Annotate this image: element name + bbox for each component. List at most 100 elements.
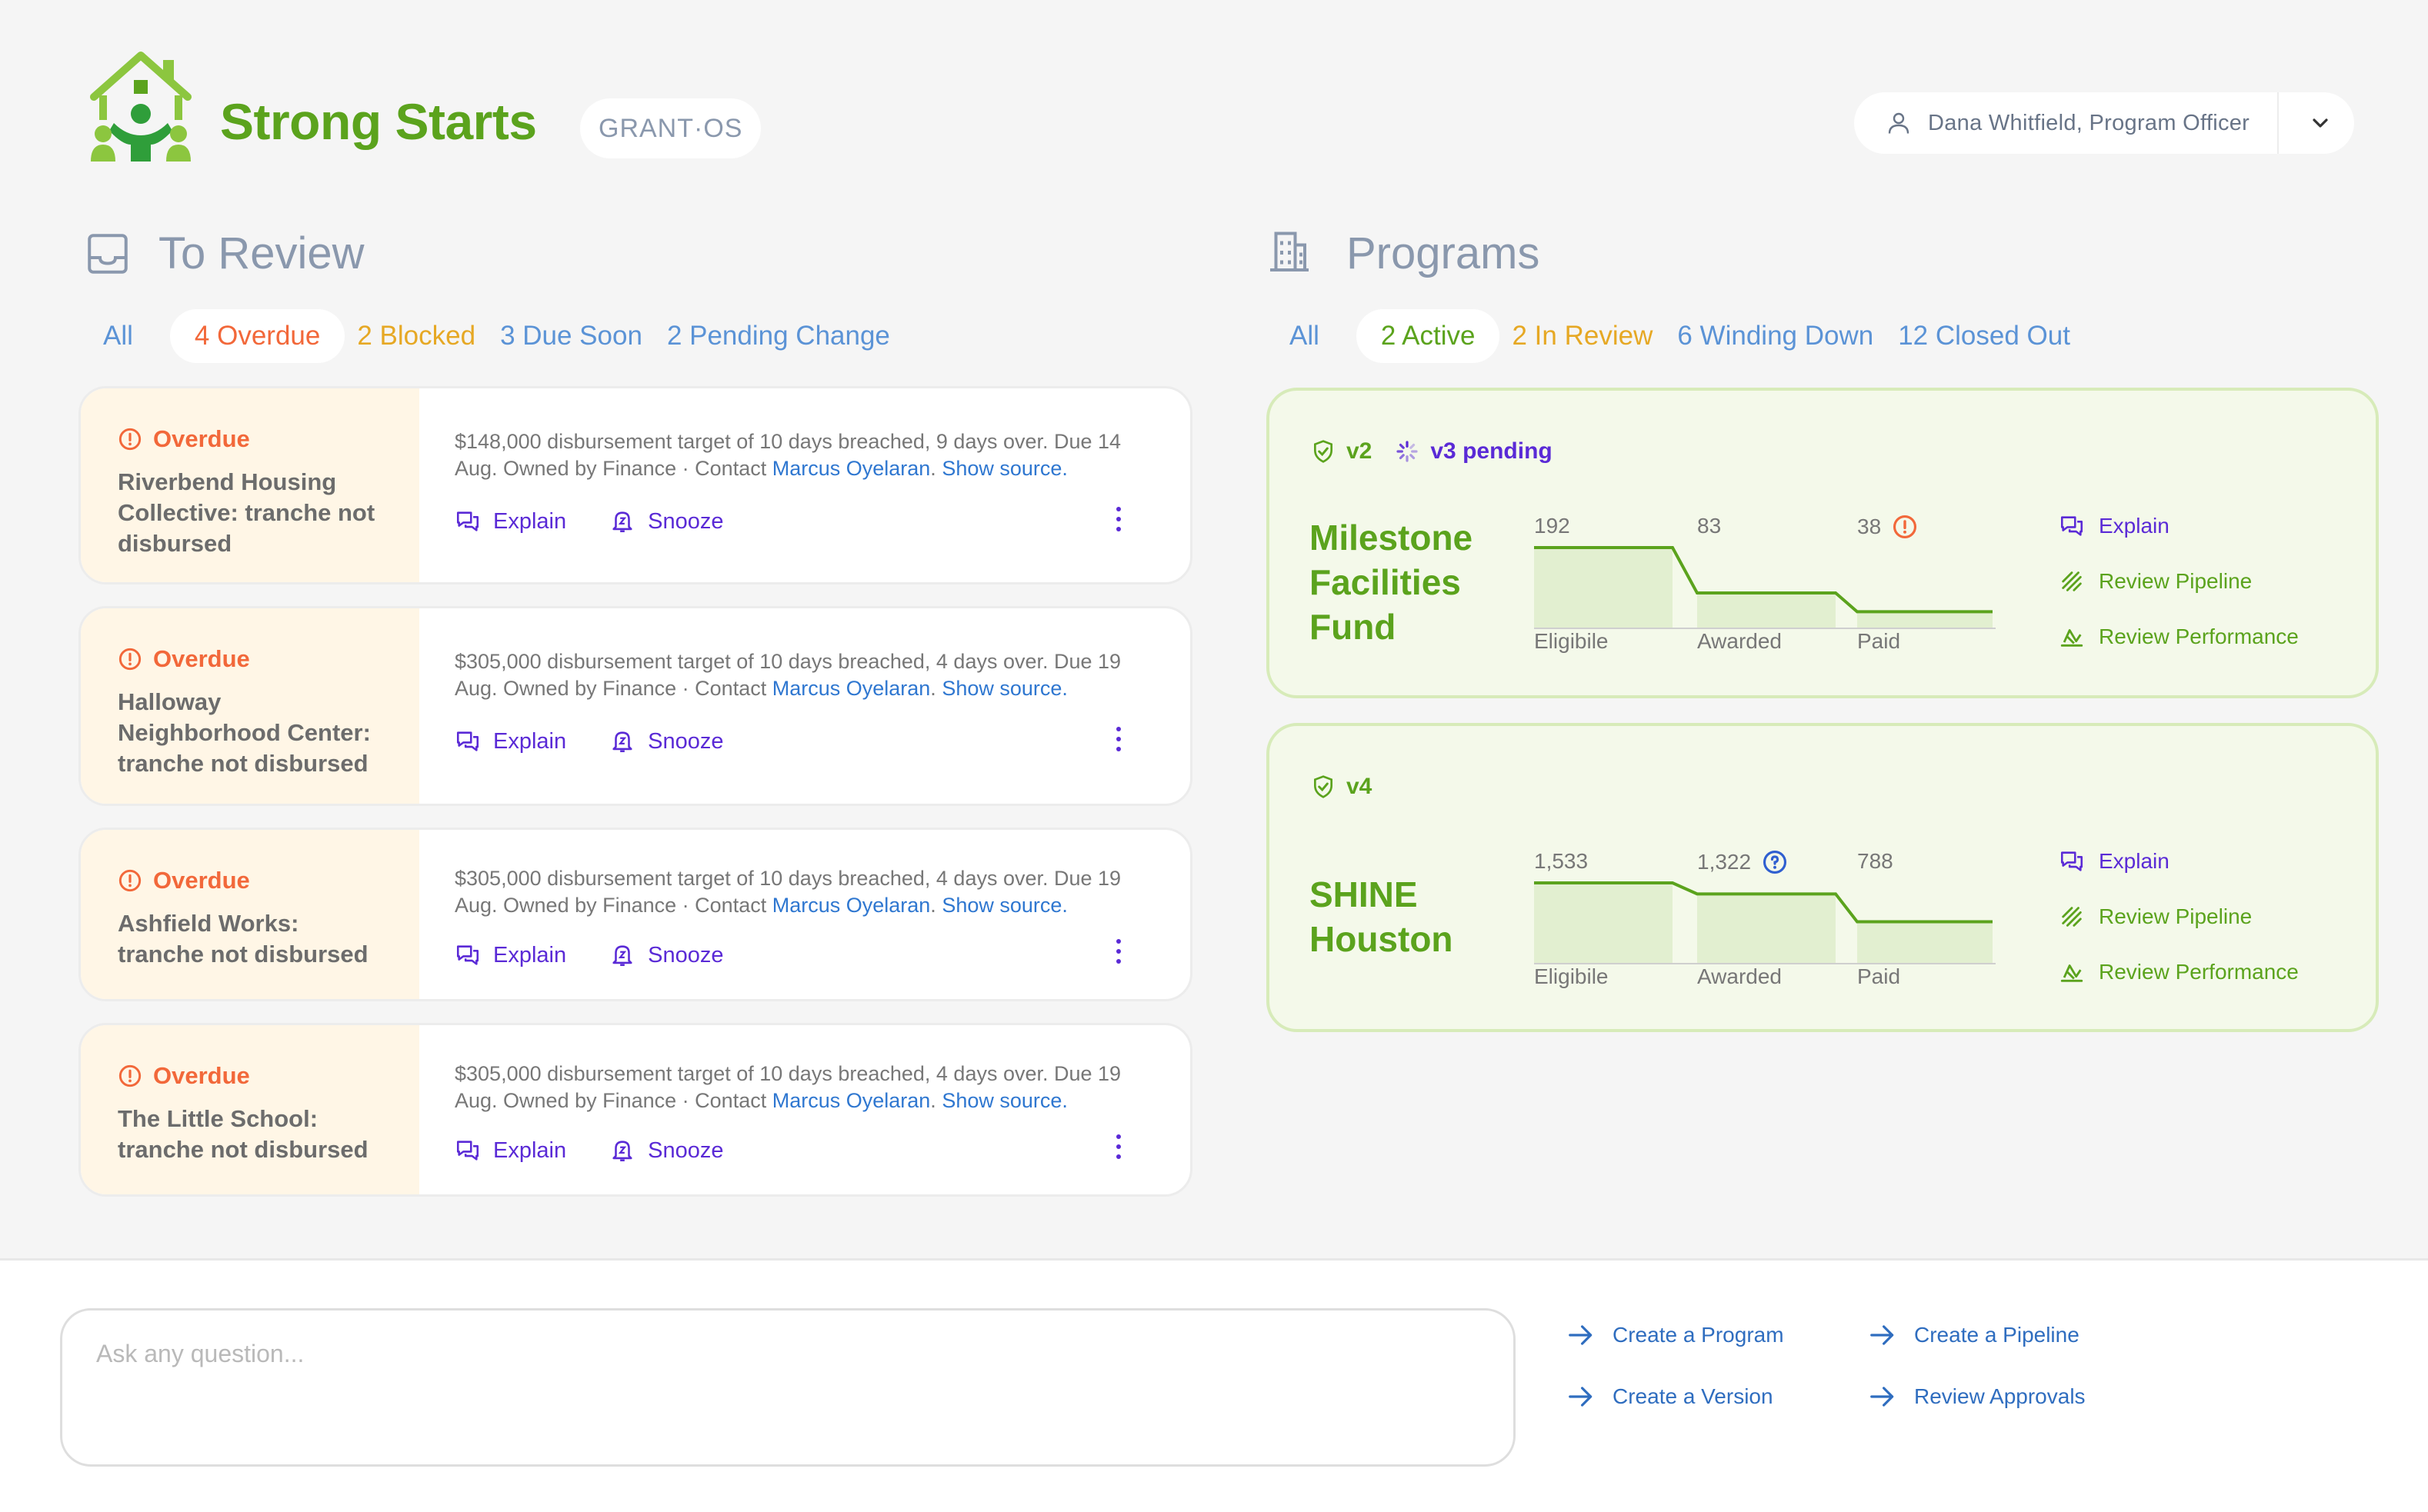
description-line: Aug. Owned by Finance · Contact — [455, 677, 772, 700]
create-pipeline-label: Create a Pipeline — [1914, 1323, 2079, 1347]
show-source-link[interactable]: Show source. — [942, 677, 1068, 700]
review-performance-button[interactable]: Review Performance — [2059, 944, 2299, 1000]
explain-label: Explain — [2099, 514, 2170, 538]
review-card[interactable]: Overdue Ashfield Works: tranche not disb… — [78, 828, 1192, 1001]
contact-link[interactable]: Marcus Oyelaran — [772, 457, 931, 480]
stage-label-awarded: Awarded — [1697, 629, 1783, 653]
explain-button[interactable]: Explain — [455, 728, 566, 754]
program-tab-active[interactable]: 2 Active — [1356, 309, 1500, 363]
review-card-actions: Explain Snooze — [455, 942, 1159, 968]
create-pipeline-link[interactable]: Create a Pipeline — [1868, 1321, 2079, 1350]
program-name: SHINE Houston — [1309, 872, 1453, 961]
pending-version-label: v3 pending — [1430, 438, 1553, 464]
contact-link[interactable]: Marcus Oyelaran — [772, 1089, 931, 1112]
review-card-detail: $305,000 disbursement target of 10 days … — [419, 1025, 1190, 1194]
program-card[interactable]: v2 v3 pending Milestone Facilities Fund … — [1266, 388, 2379, 698]
funnel-bar-awarded — [1697, 894, 1836, 963]
user-menu-divider — [2277, 92, 2279, 154]
snooze-button[interactable]: Snooze — [609, 728, 723, 754]
program-card[interactable]: v4 SHINE Houston 1,533 1,322 788 Eligibi… — [1266, 723, 2379, 1032]
contact-link[interactable]: Marcus Oyelaran — [772, 677, 931, 700]
funnel-chart-svg — [1534, 881, 1996, 964]
review-card-description: $305,000 disbursement target of 10 days … — [455, 867, 1122, 917]
explain-button[interactable]: Explain — [455, 508, 566, 535]
contact-link[interactable]: Marcus Oyelaran — [772, 894, 931, 917]
program-name-line: SHINE — [1309, 874, 1418, 914]
more-vertical-icon[interactable] — [1115, 1133, 1122, 1161]
snooze-button[interactable]: Snooze — [609, 1137, 723, 1164]
more-vertical-icon[interactable] — [1115, 938, 1122, 965]
snooze-label: Snooze — [648, 1137, 724, 1163]
awarded-count: 1,322 — [1697, 849, 1788, 875]
review-pipeline-label: Review Pipeline — [2099, 904, 2253, 928]
review-card-summary: Overdue The Little School: tranche not d… — [81, 1025, 419, 1194]
funnel-bar-paid — [1857, 611, 1993, 628]
show-source-link[interactable]: Show source. — [942, 1089, 1068, 1112]
chevron-down-icon[interactable] — [2308, 109, 2333, 137]
funnel-series-line — [1534, 546, 1993, 614]
funnel-bar-eligible — [1534, 548, 1673, 628]
review-card-title: The Little School: tranche not disbursed — [118, 1105, 369, 1163]
review-tab-pending-change[interactable]: 2 Pending Change — [666, 321, 890, 351]
overdue-status: Overdue — [118, 867, 389, 894]
warning-icon[interactable] — [1892, 514, 1918, 540]
question-icon[interactable] — [1762, 849, 1788, 875]
funnel-bar-eligible — [1534, 883, 1673, 963]
explain-button[interactable]: Explain — [2059, 498, 2299, 554]
funnel-chart: 192 83 38 Eligibile Awarded Paid — [1534, 514, 1999, 664]
version-info: v2 v3 pending — [1311, 438, 1553, 465]
review-pipeline-button[interactable]: Review Pipeline — [2059, 554, 2299, 609]
ask-question-input[interactable] — [60, 1308, 1516, 1467]
show-source-link[interactable]: Show source. — [942, 457, 1068, 480]
review-tab-overdue[interactable]: 4 Overdue — [169, 309, 345, 363]
user-name: Dana Whitfield, Program Officer — [1928, 110, 2250, 135]
overdue-status: Overdue — [118, 645, 389, 673]
review-tab-all[interactable]: All — [103, 321, 133, 351]
explain-button[interactable]: Explain — [2059, 834, 2299, 889]
explain-button[interactable]: Explain — [455, 942, 566, 968]
review-card-description: $148,000 disbursement target of 10 days … — [455, 430, 1122, 480]
funnel-chart: 1,533 1,322 788 Eligibile Awarded Paid — [1534, 849, 1999, 1000]
program-name-line: Facilities — [1309, 562, 1461, 602]
review-tab-due-soon[interactable]: 3 Due Soon — [500, 321, 642, 351]
snooze-label: Snooze — [648, 942, 724, 967]
more-vertical-icon[interactable] — [1115, 505, 1122, 533]
building-icon — [1270, 231, 1309, 271]
stage-label-awarded: Awarded — [1697, 964, 1783, 988]
review-performance-button[interactable]: Review Performance — [2059, 609, 2299, 664]
program-tab-all[interactable]: All — [1289, 321, 1319, 351]
more-vertical-icon[interactable] — [1115, 725, 1122, 753]
arrow-right-icon — [1569, 1325, 1593, 1345]
description-line: $305,000 disbursement target of 10 days … — [455, 650, 1122, 673]
review-card[interactable]: Overdue The Little School: tranche not d… — [78, 1023, 1192, 1197]
review-approvals-link[interactable]: Review Approvals — [1868, 1382, 2086, 1411]
status-label: Overdue — [153, 867, 250, 894]
strong-starts-logo-icon — [90, 52, 192, 162]
explain-label: Explain — [493, 508, 567, 534]
program-tab-in-review[interactable]: 2 In Review — [1512, 321, 1653, 351]
show-source-link[interactable]: Show source. — [942, 894, 1068, 917]
count-value: 1,322 — [1697, 850, 1752, 874]
program-tab-closed-out[interactable]: 12 Closed Out — [1898, 321, 2070, 351]
paid-count: 38 — [1857, 514, 1918, 540]
create-version-link[interactable]: Create a Version — [1566, 1382, 1773, 1411]
status-label: Overdue — [153, 1062, 250, 1089]
status-label: Overdue — [153, 425, 250, 452]
alert-circle-icon — [118, 869, 142, 892]
review-tab-blocked[interactable]: 2 Blocked — [357, 321, 476, 351]
review-card-summary: Overdue Ashfield Works: tranche not disb… — [81, 830, 419, 999]
snooze-button[interactable]: Snooze — [609, 942, 723, 968]
snooze-button[interactable]: Snooze — [609, 508, 723, 535]
chat-bubbles-icon — [456, 731, 479, 751]
review-pipeline-button[interactable]: Review Pipeline — [2059, 889, 2299, 944]
create-program-link[interactable]: Create a Program — [1566, 1321, 1784, 1350]
review-card-description: $305,000 disbursement target of 10 days … — [455, 650, 1122, 700]
user-menu[interactable]: Dana Whitfield, Program Officer — [1854, 92, 2354, 154]
stage-label-eligible: Eligibile — [1534, 629, 1609, 653]
program-tab-winding-down[interactable]: 6 Winding Down — [1677, 321, 1874, 351]
review-card-actions: Explain Snooze — [455, 508, 1159, 535]
review-card[interactable]: Overdue Riverbend Housing Collective: tr… — [78, 386, 1192, 584]
version-label: v2 — [1346, 438, 1372, 464]
explain-button[interactable]: Explain — [455, 1137, 566, 1164]
review-card[interactable]: Overdue Halloway Neighborhood Center: tr… — [78, 606, 1192, 806]
